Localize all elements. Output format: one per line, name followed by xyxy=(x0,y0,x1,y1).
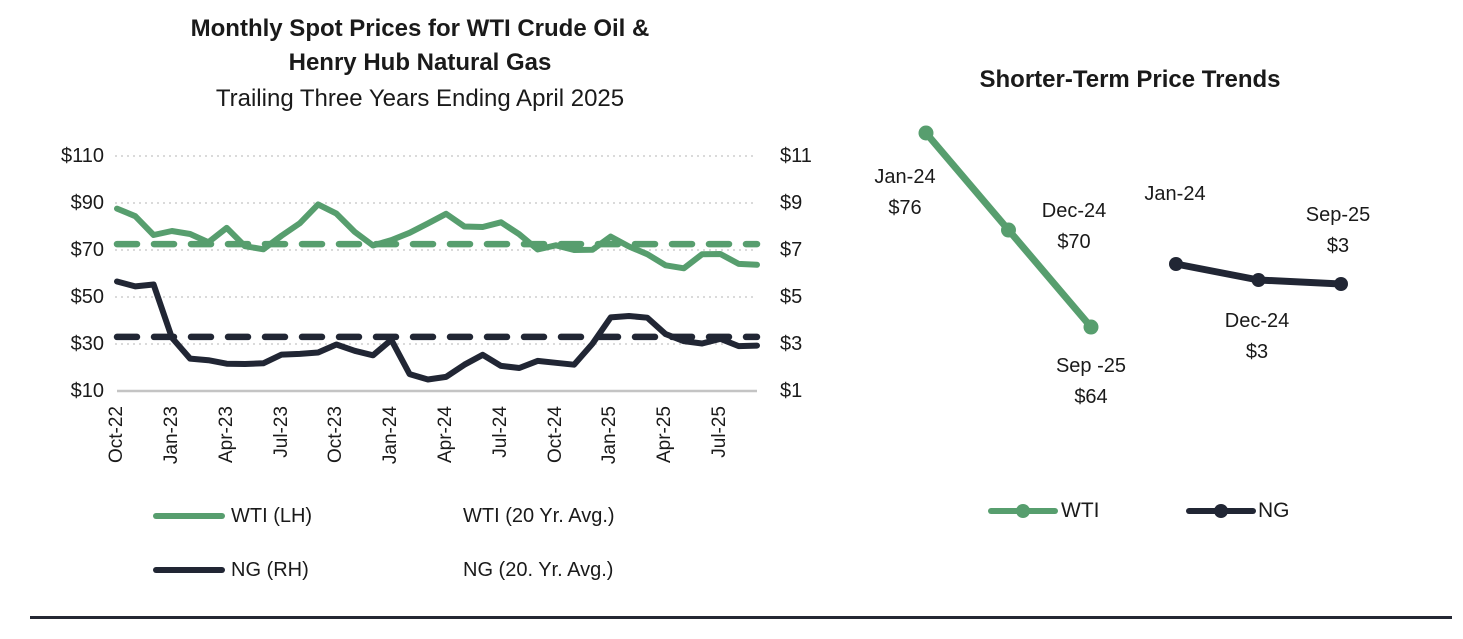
data-label-value: $3 xyxy=(1245,341,1269,363)
right-chart-title: Shorter-Term Price Trends xyxy=(979,66,1281,93)
marker-dot xyxy=(1016,504,1030,518)
y-axis-right-label: $11 xyxy=(780,145,812,167)
data-label-wti-jan24: Jan-24 $76 xyxy=(835,162,975,224)
y-axis-right-label: $1 xyxy=(780,380,803,402)
data-label-wti-sep25: Sep -25 $64 xyxy=(1021,351,1161,413)
y-axis-left-label: $10 xyxy=(70,380,104,402)
data-label-ng-dec24: Dec-24 $3 xyxy=(1187,306,1327,368)
legend-swatch-ng-solid xyxy=(153,567,225,573)
x-tick-label: Apr-25 xyxy=(654,406,675,464)
x-tick-label: Jan-24 xyxy=(380,406,401,465)
legend-swatch-wti-solid xyxy=(153,513,225,519)
legend-label-ng: NG (RH) xyxy=(231,559,309,581)
data-label-value: $64 xyxy=(1074,386,1108,408)
x-tick-label: Apr-24 xyxy=(435,406,456,464)
left-chart-title-line2: Henry Hub Natural Gas xyxy=(288,49,552,76)
y-axis-left-label: $50 xyxy=(70,286,104,308)
legend-label-right-ng: NG xyxy=(1258,499,1290,522)
x-tick-label: Jul-24 xyxy=(490,406,511,458)
y-axis-left-label: $110 xyxy=(60,145,104,167)
data-label-ng-sep25: Sep-25 $3 xyxy=(1268,200,1408,262)
y-axis-right-label: $9 xyxy=(780,192,803,214)
y-axis-left-label: $70 xyxy=(70,239,104,261)
legend-swatch-wti-dashed xyxy=(390,513,454,519)
data-label-wti-dec24: Dec-24 $70 xyxy=(1004,196,1144,258)
data-label-month: Sep -25 xyxy=(1055,355,1127,377)
left-chart-subtitle: Trailing Three Years Ending April 2025 xyxy=(215,85,625,112)
data-label-value: $70 xyxy=(1057,231,1091,253)
y-axis-left-label: $30 xyxy=(70,333,104,355)
y-axis-right-label: $3 xyxy=(780,333,803,355)
x-tick-label: Jul-25 xyxy=(709,406,730,458)
x-tick-label: Oct-23 xyxy=(325,406,346,464)
data-label-month: Dec-24 xyxy=(1041,200,1107,222)
x-tick-label: Jan-25 xyxy=(599,406,620,465)
data-label-month: Dec-24 xyxy=(1224,310,1290,332)
y-axis-right-label: $7 xyxy=(780,239,803,261)
y-axis-right-label: $5 xyxy=(780,286,803,308)
legend-swatch-right-ng xyxy=(1186,504,1256,518)
x-tick-label: Apr-23 xyxy=(216,406,237,464)
y-axis-left-label: $90 xyxy=(70,192,104,214)
left-chart-title-block: Monthly Spot Prices for WTI Crude Oil & … xyxy=(70,12,770,116)
x-tick-label: Oct-22 xyxy=(106,406,127,464)
left-chart-title-line1: Monthly Spot Prices for WTI Crude Oil & xyxy=(190,15,650,42)
marker-dot xyxy=(1214,504,1228,518)
data-label-month: Jan-24 xyxy=(874,166,936,188)
legend-swatch-ng-dashed xyxy=(390,567,454,573)
legend-label-ng-avg: NG (20. Yr. Avg.) xyxy=(463,559,614,581)
x-tick-label: Jul-23 xyxy=(271,406,292,458)
data-label-month: Sep-25 xyxy=(1305,204,1371,226)
data-label-value: $3 xyxy=(1326,235,1350,257)
legend-label-wti-avg: WTI (20 Yr. Avg.) xyxy=(463,505,615,527)
legend-label-wti: WTI (LH) xyxy=(231,505,313,527)
data-label-ng-jan24: Jan-24 xyxy=(1105,179,1245,210)
bottom-rule xyxy=(30,616,1452,619)
x-tick-label: Oct-24 xyxy=(545,406,566,464)
data-label-value: $76 xyxy=(888,197,922,219)
legend-label-right-wti: WTI xyxy=(1061,499,1100,522)
x-tick-label: Jan-23 xyxy=(161,406,182,465)
data-label-month: Jan-24 xyxy=(1144,183,1206,205)
legend-swatch-right-wti xyxy=(988,504,1058,518)
